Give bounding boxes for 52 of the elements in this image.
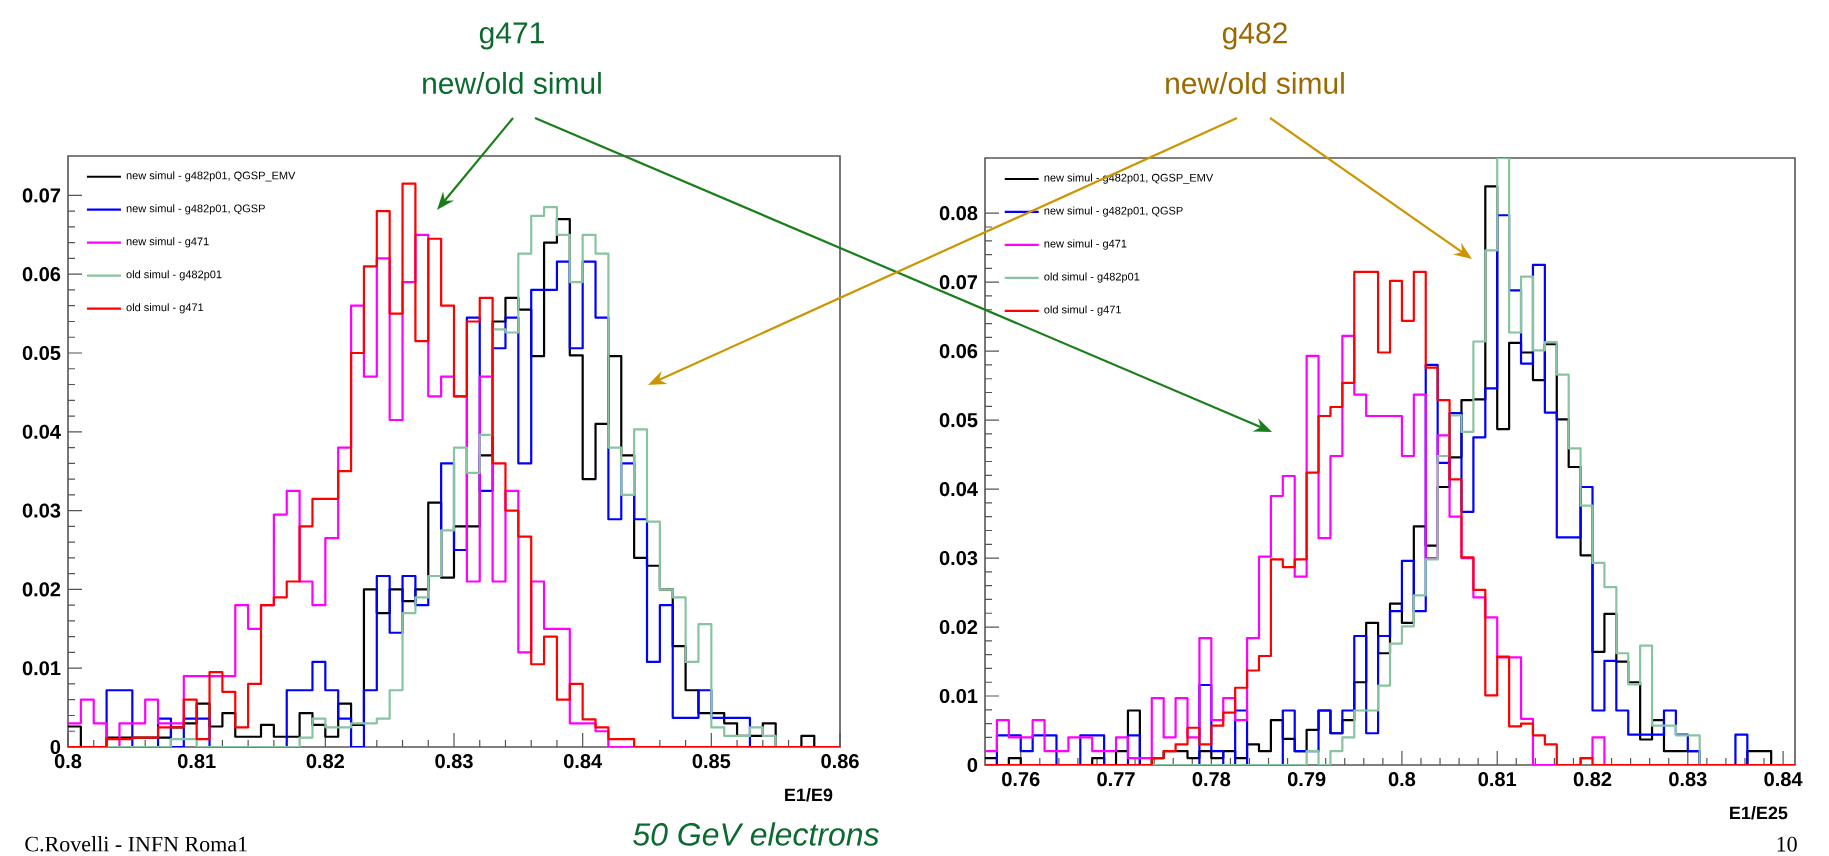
- y-tick-label: 0.03: [939, 550, 978, 566]
- x-tick-label: 0.83: [1669, 772, 1707, 787]
- x-tick-label: 0.85: [692, 754, 731, 769]
- text: new/old simul: [423, 71, 601, 94]
- x-tick-label: 0.83: [435, 754, 473, 769]
- text: g482: [1222, 22, 1287, 50]
- y-tick-label: 0.02: [939, 619, 978, 635]
- text: 50 GeV electrons: [633, 822, 879, 846]
- x-tick-label: 0.79: [1287, 772, 1326, 787]
- y-tick-label: 0.01: [22, 661, 61, 676]
- y-tick-label: 0.08: [939, 206, 978, 221]
- y-tick-label: 0.06: [22, 267, 61, 282]
- x-tick-label: 0.8: [1388, 772, 1416, 787]
- x-tick-label: 0.81: [1478, 772, 1517, 787]
- y-tick-label: 0.04: [939, 482, 978, 497]
- legend-label: old simul - g482p01: [126, 270, 222, 281]
- text: C.Rovelli - INFN Roma1: [25, 836, 247, 852]
- x-tick-label: 0.81: [177, 754, 216, 769]
- text: new/old simul: [1166, 71, 1344, 94]
- y-tick-label: 0.06: [939, 344, 978, 359]
- legend-label: new simul - g482p01, QGSP: [126, 204, 265, 215]
- x-tick-label: 0.78: [1192, 772, 1231, 787]
- legend-label: old simul - g471: [1044, 305, 1121, 316]
- x-axis-title: E1/E25: [1730, 806, 1788, 820]
- legend-label: new simul - g482p01, QGSP_EMV: [126, 171, 296, 182]
- x-tick-label: 0.86: [821, 754, 859, 769]
- y-tick-label: 0: [967, 757, 978, 773]
- x-tick-label: 0.84: [563, 754, 603, 769]
- x-axis-title: E1/E9: [785, 788, 833, 802]
- x-tick-label: 0.82: [1573, 772, 1612, 787]
- y-tick-label: 0.05: [939, 413, 978, 428]
- legend-label: new simul - g482p01, QGSP_EMV: [1044, 173, 1214, 184]
- x-tick-label: 0.77: [1097, 772, 1135, 787]
- legend-label: new simul - g471: [1044, 239, 1127, 250]
- legend-label: old simul - g482p01: [1044, 272, 1140, 283]
- text: 10: [1777, 836, 1797, 852]
- y-tick-label: 0.05: [22, 345, 61, 361]
- y-tick-label: 0.01: [939, 688, 978, 704]
- y-tick-label: 0: [50, 739, 61, 755]
- y-tick-label: 0.04: [22, 424, 61, 439]
- x-tick-label: 0.84: [1764, 772, 1803, 787]
- legend-label: old simul - g471: [126, 303, 204, 314]
- legend-label: new simul - g482p01, QGSP: [1044, 206, 1183, 217]
- x-tick-label: 0.8: [54, 754, 82, 769]
- y-tick-label: 0.02: [22, 582, 61, 597]
- y-tick-label: 0.07: [22, 188, 61, 203]
- x-tick-label: 0.82: [306, 754, 344, 769]
- x-tick-label: 0.76: [1002, 772, 1040, 787]
- legend-label: new simul - g471: [126, 237, 209, 248]
- y-tick-label: 0.03: [22, 503, 61, 518]
- y-tick-label: 0.07: [939, 275, 978, 290]
- text: g471: [479, 22, 544, 50]
